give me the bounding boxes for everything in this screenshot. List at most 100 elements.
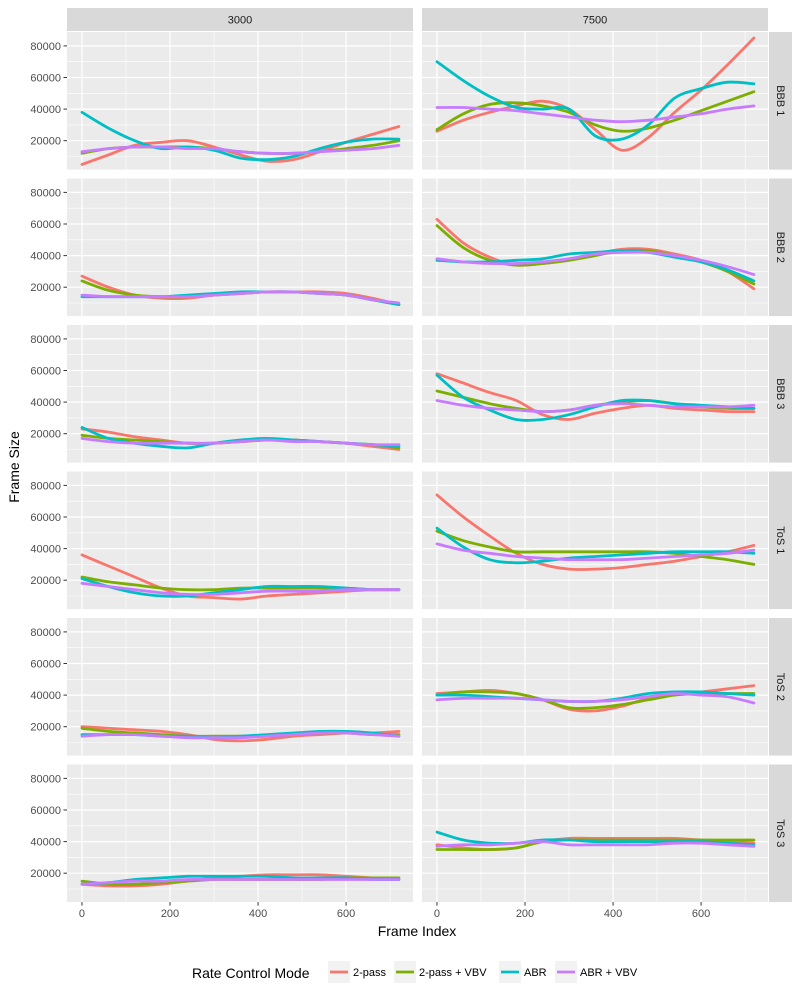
y-tick-label: 80000 (30, 187, 61, 199)
legend-title: Rate Control Mode (192, 965, 310, 981)
panel-bbb-2-3000 (67, 178, 413, 317)
panel-background (422, 618, 768, 756)
column-strip-7500 (422, 8, 768, 31)
legend-item-abr-vbv: ABR + VBV (555, 961, 638, 983)
y-tick-label: 20000 (30, 868, 61, 880)
legend: Rate Control Mode 2-pass 2-pass + VBV ABR A… (192, 961, 638, 983)
x-tick-label: 600 (692, 908, 710, 920)
x-tick-label: 400 (249, 908, 267, 920)
row-strip-label: ToS 3 (774, 819, 786, 847)
column-strip-label: 7500 (583, 15, 607, 27)
panel-tos-2-7500 (422, 618, 768, 756)
y-tick-label: 80000 (30, 41, 61, 53)
y-tick-label: 60000 (30, 658, 61, 670)
y-tick-label: 20000 (30, 136, 61, 148)
legend-label: 2-pass (353, 967, 387, 979)
x-axis-title: Frame Index (378, 923, 457, 939)
panel-bbb-3-7500 (422, 325, 768, 463)
series-line-abr-vbv (80, 731, 401, 740)
x-axes: 0 200 400 600 0 200 400 600 (79, 902, 710, 920)
y-tick-label: 40000 (30, 104, 61, 116)
legend-label: 2-pass + VBV (419, 967, 487, 979)
panel-background (422, 325, 768, 463)
y-axes: 20000 40000 60000 80000 20000 40000 60000 80000… (30, 41, 67, 880)
y-tick-label: 60000 (30, 805, 61, 817)
y-tick-label: 20000 (30, 429, 61, 441)
column-strips: 3000 7500 (67, 8, 768, 31)
series-line-abr-vbv (435, 840, 756, 848)
y-tick-label: 40000 (30, 837, 61, 849)
y-tick-label: 20000 (30, 282, 61, 294)
legend-item-abr: ABR (499, 961, 547, 983)
y-tick-label: 60000 (30, 72, 61, 84)
y-tick-label: 40000 (30, 397, 61, 409)
series-line-abr-vbv (435, 399, 756, 414)
y-tick-label: 60000 (30, 512, 61, 524)
series-line-2-pass (435, 372, 756, 421)
panel-background (422, 178, 768, 317)
series-line-abr-vbv (80, 581, 401, 597)
y-tick-label: 40000 (30, 690, 61, 702)
series-line-2-pass-vbv (435, 90, 756, 133)
series-line-abr-vbv (435, 250, 756, 276)
series-line-2-pass-vbv (435, 838, 756, 852)
series-line-abr (80, 874, 401, 886)
series-line-abr-vbv (435, 692, 756, 705)
series-line-abr (435, 373, 756, 422)
row-strips: BBB 1 BBB 2 BBB 3 ToS 1 ToS 2 ToS 3 (769, 32, 792, 903)
y-tick-label: 80000 (30, 773, 61, 785)
series-line-abr (80, 577, 401, 598)
panel-bbb-2-7500 (422, 178, 768, 317)
x-tick-label: 0 (79, 908, 85, 920)
panel-background (422, 471, 768, 610)
y-tick-label: 80000 (30, 334, 61, 346)
panel-background (422, 764, 768, 903)
row-strip-bbb-3 (769, 325, 792, 463)
legend-label: ABR (524, 967, 547, 979)
row-strip-label: ToS 1 (774, 526, 786, 554)
x-tick-label: 600 (337, 908, 355, 920)
y-tick-label: 40000 (30, 251, 61, 263)
panel-tos-2-3000 (67, 618, 413, 756)
series-line-abr (435, 60, 756, 142)
panel-tos-3-3000 (67, 764, 413, 903)
row-strip-label: BBB 2 (774, 232, 786, 263)
panels-layer (67, 32, 768, 903)
row-strip-label: BBB 3 (774, 378, 786, 409)
series-line-abr-vbv (80, 290, 401, 305)
legend-item-2-pass-vbv: 2-pass + VBV (394, 961, 487, 983)
series-line-2-pass (435, 36, 756, 152)
y-tick-label: 40000 (30, 544, 61, 556)
legend-label: ABR + VBV (580, 967, 638, 979)
series-line-abr (435, 526, 756, 565)
row-strip-bbb-2 (769, 178, 792, 317)
row-strip-tos-3 (769, 764, 792, 903)
column-strip-3000 (67, 8, 413, 31)
x-tick-label: 400 (604, 908, 622, 920)
panel-bbb-3-3000 (67, 325, 413, 463)
panel-tos-1-3000 (67, 471, 413, 610)
series-line-2-pass-vbv (435, 690, 756, 710)
series-line-abr-vbv (80, 144, 401, 155)
series-line-abr-vbv (435, 104, 756, 124)
y-tick-label: 80000 (30, 627, 61, 639)
y-tick-label: 60000 (30, 219, 61, 231)
y-tick-label: 60000 (30, 365, 61, 377)
panel-background (422, 32, 768, 170)
row-strip-label: BBB 1 (774, 85, 786, 116)
series-line-abr-vbv (435, 542, 756, 562)
legend-items: 2-pass 2-pass + VBV ABR ABR + VBV (328, 961, 638, 983)
series-line-2-pass-vbv (435, 529, 756, 566)
panel-tos-3-7500 (422, 764, 768, 903)
x-tick-label: 200 (161, 908, 179, 920)
row-strip-label: ToS 2 (774, 673, 786, 701)
series-line-abr-vbv (80, 877, 401, 886)
x-tick-label: 200 (516, 908, 534, 920)
legend-item-2-pass: 2-pass (328, 961, 387, 983)
column-strip-label: 3000 (228, 15, 252, 27)
row-strip-tos-1 (769, 471, 792, 610)
panel-bbb-1-3000 (67, 32, 413, 170)
series-line-abr-vbv (80, 437, 401, 447)
y-tick-label: 20000 (30, 575, 61, 587)
